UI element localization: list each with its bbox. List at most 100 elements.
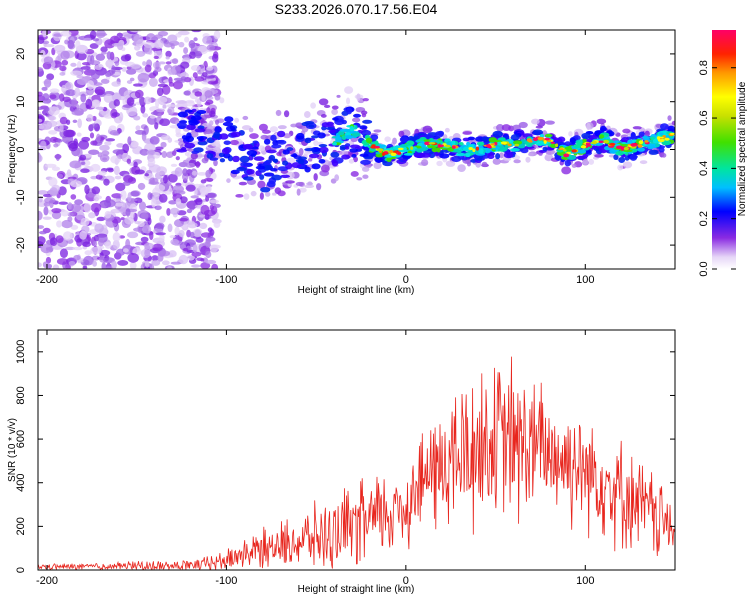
- spectrogram-cell: [85, 98, 93, 109]
- spectrogram-cell: [174, 167, 183, 177]
- spectrogram-cell: [155, 146, 164, 150]
- spectrogram-cell: [213, 30, 221, 40]
- spectrogram-cell: [434, 131, 444, 138]
- spectrogram-cell: [43, 43, 55, 48]
- spectrogram-cell: [356, 93, 361, 102]
- spectrogram-cell: [214, 93, 221, 101]
- spectrogram-cell: [271, 144, 282, 149]
- spectrogram-cell: [192, 72, 198, 79]
- spectrogram-heatmap: [38, 30, 675, 269]
- spectrogram-cell: [117, 154, 123, 160]
- spectrogram-cell: [185, 220, 195, 225]
- spectrogram-cell: [194, 76, 205, 82]
- spectrogram-cell: [532, 129, 544, 136]
- spectrogram-cell: [277, 125, 287, 130]
- spectrogram-cell: [202, 35, 213, 45]
- spectrogram-cell: [339, 146, 346, 151]
- spectrogram-cell: [43, 106, 50, 112]
- spectrogram-cell: [239, 155, 250, 163]
- spectrogram-cell: [179, 196, 188, 204]
- spectrogram-cell: [213, 131, 221, 139]
- spectrogram-cell: [242, 143, 254, 150]
- spectrogram-cell: [194, 229, 202, 237]
- spectrogram-cell: [70, 194, 77, 200]
- spectrogram-cell: [510, 134, 520, 141]
- spectrogram-cell: [84, 250, 92, 256]
- spectrogram-cell: [38, 230, 47, 235]
- spectrogram-cell: [271, 174, 282, 181]
- spectrogram-cell: [618, 156, 626, 163]
- spectrogram-cell: [318, 146, 329, 154]
- spectrogram-cell: [381, 152, 386, 156]
- spectrogram-cell: [276, 130, 286, 138]
- snr-x-tick-label: -200: [36, 575, 58, 587]
- spectrogram-cell: [226, 125, 236, 132]
- spectrogram-cell: [600, 125, 607, 132]
- spectrogram-cell: [72, 119, 78, 124]
- spectrogram-cell: [120, 54, 131, 62]
- spectrogram-cell: [266, 149, 277, 154]
- spectrogram-cell: [269, 168, 278, 172]
- spectrogram-cell: [92, 38, 100, 42]
- spectrogram-cell: [155, 222, 165, 230]
- spectrogram-cell: [157, 83, 169, 88]
- spectrogram-cell: [58, 186, 67, 196]
- spectrogram-cell: [669, 132, 675, 135]
- spectrogram-cell: [122, 143, 130, 154]
- spectrogram-cell: [596, 118, 607, 125]
- spectrogram-cell: [82, 265, 88, 269]
- spectrogram-cell: [132, 83, 143, 87]
- spectrogram-cell: [191, 30, 202, 33]
- spectrogram-cell: [295, 181, 304, 187]
- spectrogram-cell: [617, 164, 624, 171]
- spectrogram-cell: [362, 174, 369, 179]
- spectrogram-y-tick-label: 10: [15, 96, 27, 108]
- spectrogram-cell: [125, 208, 131, 217]
- spectrogram-cell: [249, 133, 259, 139]
- spectrogram-cell: [38, 118, 43, 123]
- spectrogram-cell: [177, 111, 189, 118]
- spectrogram-cell: [57, 173, 64, 179]
- spectrogram-cell: [67, 140, 79, 150]
- spectrogram-cell: [475, 146, 480, 151]
- spectrogram-cell: [53, 143, 59, 148]
- spectrogram-cell: [590, 141, 595, 144]
- spectrogram-cell: [104, 241, 112, 249]
- spectrogram-cell: [341, 154, 351, 160]
- spectrogram-cell: [232, 155, 240, 163]
- spectrogram-cell: [47, 106, 60, 116]
- spectrogram-cell: [42, 93, 50, 101]
- spectrogram-cell: [356, 177, 363, 181]
- spectrogram-cell: [507, 143, 512, 147]
- spectrogram-cell: [160, 141, 167, 148]
- spectrogram-cell: [557, 136, 566, 143]
- spectrogram-cell: [147, 158, 156, 166]
- spectrogram-cell: [91, 186, 101, 195]
- spectrogram-cell: [65, 246, 76, 251]
- spectrogram-cell: [39, 140, 47, 150]
- spectrogram-cell: [79, 154, 87, 161]
- spectrogram-cell: [182, 247, 189, 252]
- spectrogram-cell: [500, 141, 508, 145]
- spectrogram-cell: [140, 104, 146, 114]
- spectrogram-cell: [176, 122, 187, 128]
- spectrogram-cell: [389, 149, 393, 154]
- spectrogram-cell: [115, 182, 126, 192]
- spectrogram-cell: [514, 143, 520, 147]
- snr-y-axis: 0 200 400 600 800 1000: [15, 340, 675, 573]
- spectrogram-cell: [48, 177, 58, 187]
- spectrogram-cell: [310, 102, 317, 109]
- spectrogram-cell: [58, 201, 68, 205]
- spectrogram-y-tick-label: 20: [15, 48, 27, 60]
- spectrogram-cell: [80, 161, 86, 165]
- spectrogram-cell: [157, 96, 168, 104]
- spectrogram-cell: [219, 97, 225, 104]
- spectrogram-cell: [75, 210, 85, 221]
- spectrogram-cell: [416, 139, 425, 142]
- spectrogram-cell: [455, 152, 466, 157]
- spectrogram-cell: [204, 75, 216, 79]
- spectrogram-cell: [66, 119, 71, 125]
- spectrogram-cell: [190, 115, 202, 121]
- spectrogram-cell: [545, 120, 555, 125]
- spectrogram-cell: [561, 166, 572, 175]
